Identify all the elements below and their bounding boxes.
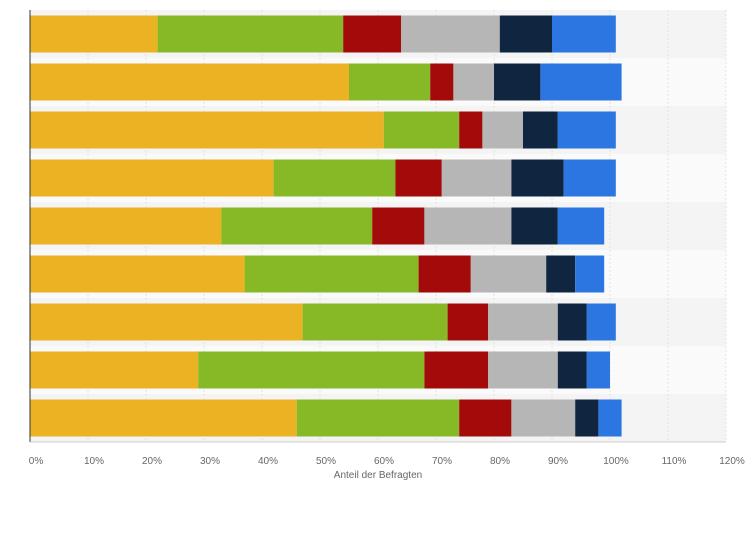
bar-segment bbox=[447, 303, 489, 341]
bar-segment bbox=[441, 159, 512, 197]
bar-segment bbox=[557, 207, 605, 245]
bar-segment bbox=[296, 399, 460, 437]
bar-segment bbox=[157, 15, 344, 53]
bar-segment bbox=[470, 255, 547, 293]
x-tick-label: 80% bbox=[490, 456, 510, 467]
bar-segment bbox=[372, 207, 425, 245]
bar-segment bbox=[401, 15, 500, 53]
bar-segment bbox=[557, 303, 587, 341]
bar-segment bbox=[598, 399, 622, 437]
x-tick-label: 0% bbox=[29, 456, 44, 467]
bar-segment bbox=[349, 63, 431, 101]
x-axis-title: Anteil der Befragten bbox=[334, 470, 422, 481]
bar-segment bbox=[459, 111, 483, 149]
bar-segment bbox=[221, 207, 373, 245]
bar-segment bbox=[30, 159, 274, 197]
bar-segment bbox=[488, 303, 558, 341]
x-tick-label: 50% bbox=[316, 456, 336, 467]
x-tick-label: 110% bbox=[662, 456, 687, 467]
bar-segment bbox=[418, 255, 471, 293]
x-tick-label: 100% bbox=[603, 456, 629, 467]
bar-segment bbox=[586, 351, 610, 389]
bar-segment bbox=[523, 111, 558, 149]
bar-segment bbox=[30, 111, 384, 149]
bar-segment bbox=[30, 15, 158, 53]
bar-segment bbox=[453, 63, 494, 101]
bar-segment bbox=[557, 351, 587, 389]
x-tick-label: 30% bbox=[200, 456, 220, 467]
bar-segment bbox=[482, 111, 523, 149]
bar-segment bbox=[540, 63, 622, 101]
x-tick-label: 120% bbox=[719, 456, 745, 467]
bar-segment bbox=[30, 303, 303, 341]
bar-segment bbox=[546, 255, 576, 293]
bar-segment bbox=[273, 159, 396, 197]
bar-segment bbox=[395, 159, 442, 197]
bar-segment bbox=[511, 399, 576, 437]
bar-segment bbox=[552, 15, 616, 53]
x-tick-label: 20% bbox=[142, 456, 162, 467]
bar-segment bbox=[575, 255, 605, 293]
bar-segment bbox=[30, 63, 349, 101]
bar-segment bbox=[30, 255, 245, 293]
x-tick-label: 90% bbox=[548, 456, 568, 467]
bar-segment bbox=[459, 399, 512, 437]
bar-segment bbox=[430, 63, 454, 101]
x-tick-label: 40% bbox=[258, 456, 278, 467]
bar-segment bbox=[343, 15, 402, 53]
x-tick-label: 60% bbox=[374, 456, 394, 467]
x-tick-label: 10% bbox=[84, 456, 104, 467]
bar-segment bbox=[488, 351, 558, 389]
bar-segment bbox=[424, 207, 512, 245]
bar-segment bbox=[563, 159, 616, 197]
bar-segment bbox=[30, 207, 222, 245]
bar-segment bbox=[424, 351, 489, 389]
bar-segment bbox=[383, 111, 460, 149]
x-axis: 0% 10% 20% 30% 40% 50% 60% 70% 80% 90% 100% 110% 120… bbox=[29, 10, 745, 467]
bars bbox=[30, 15, 622, 437]
bar-segment bbox=[586, 303, 616, 341]
bar-segment bbox=[499, 15, 552, 53]
bar-segment bbox=[511, 159, 564, 197]
bar-segment bbox=[244, 255, 419, 293]
bar-segment bbox=[575, 399, 599, 437]
bar-segment bbox=[302, 303, 448, 341]
bar-segment bbox=[557, 111, 616, 149]
bar-segment bbox=[30, 399, 297, 437]
bar-segment bbox=[511, 207, 558, 245]
bar-segment bbox=[30, 351, 199, 389]
bar-segment bbox=[198, 351, 425, 389]
bar-segment bbox=[494, 63, 541, 101]
x-tick-label: 70% bbox=[432, 456, 452, 467]
